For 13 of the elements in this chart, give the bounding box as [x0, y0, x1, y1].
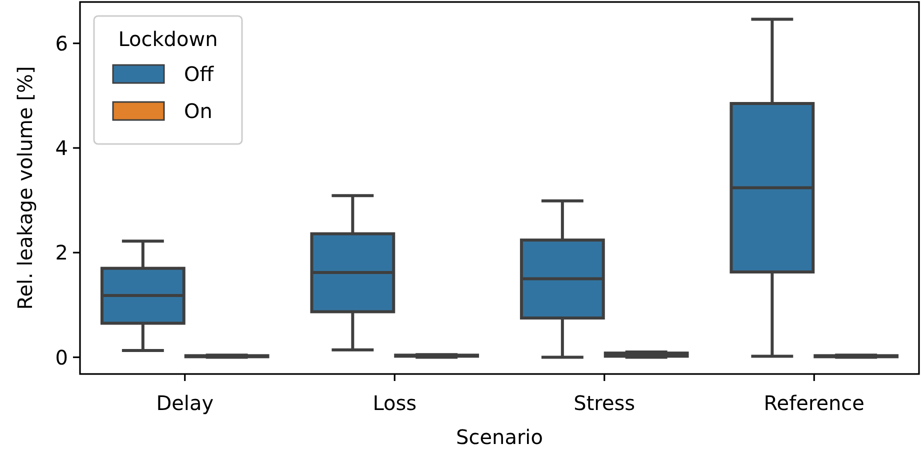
x-tick-label: Delay — [156, 391, 214, 415]
x-tick-label: Stress — [574, 391, 636, 415]
x-tick-label: Loss — [372, 391, 417, 415]
x-tick-label: Reference — [764, 391, 864, 415]
y-tick-label: 4 — [55, 136, 68, 160]
x-axis-title: Scenario — [456, 425, 543, 449]
y-tick-label: 0 — [55, 345, 68, 370]
y-axis-title: Rel. leakage volume [%] — [13, 66, 37, 310]
y-tick-label: 6 — [55, 31, 68, 56]
y-tick-label: 2 — [55, 240, 68, 265]
legend-label: Off — [184, 62, 215, 86]
legend-label: On — [184, 99, 212, 123]
legend-title: Lockdown — [118, 27, 218, 51]
